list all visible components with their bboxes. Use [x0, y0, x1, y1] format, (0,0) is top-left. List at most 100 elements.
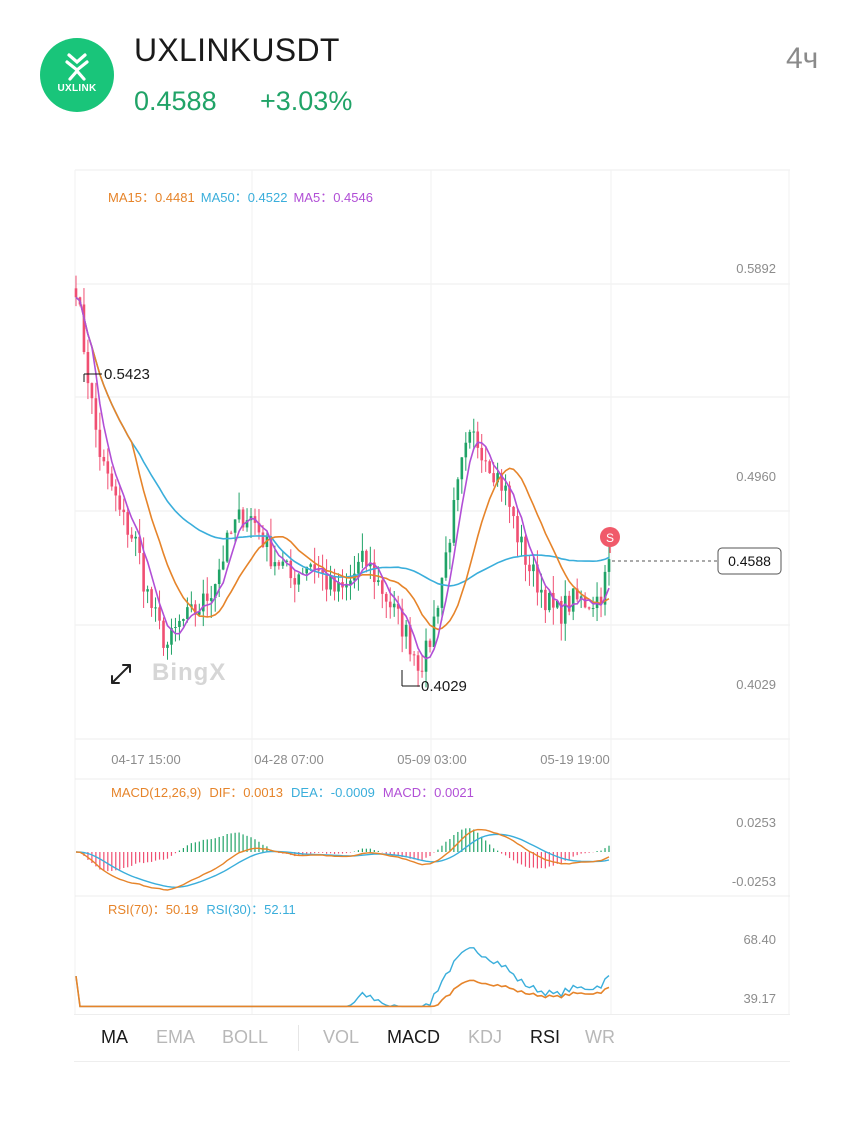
candle-body — [361, 550, 364, 562]
tab-kdj[interactable]: KDJ — [468, 1027, 503, 1047]
candle — [321, 554, 324, 591]
candle — [464, 432, 468, 471]
candle — [106, 448, 110, 490]
candle — [86, 339, 90, 400]
candle — [460, 457, 464, 494]
candle-body — [313, 564, 316, 570]
candle — [373, 549, 376, 600]
candle — [607, 541, 611, 586]
candle-body — [380, 580, 384, 594]
candle-body — [158, 607, 161, 621]
dif-line — [75, 828, 610, 891]
signal-marker — [600, 527, 620, 547]
candle — [134, 531, 137, 557]
candle-body — [309, 564, 312, 567]
tab-boll[interactable]: BOLL — [222, 1027, 269, 1047]
candle-body — [432, 616, 436, 647]
candle — [158, 590, 161, 630]
rsi70-line — [75, 975, 610, 1008]
candle — [221, 545, 225, 571]
candle-body — [428, 640, 432, 647]
candle — [205, 577, 209, 618]
candle-body — [508, 485, 511, 507]
candle-body — [369, 562, 372, 567]
ma15-line — [75, 296, 610, 631]
candle — [317, 556, 320, 578]
candle — [448, 539, 452, 570]
candle-body — [345, 584, 348, 588]
candle-body — [178, 620, 181, 627]
candle-body — [607, 559, 611, 572]
tab-rsi[interactable]: RSI — [530, 1027, 561, 1047]
macd-legend-macd: MACD：0.0021 — [383, 785, 474, 800]
candle — [436, 605, 440, 624]
ma5-line — [75, 296, 610, 660]
candle — [552, 576, 555, 625]
candle-body — [373, 562, 376, 583]
expand-icon[interactable] — [111, 664, 131, 684]
candle — [82, 288, 86, 355]
candle — [114, 479, 118, 512]
candle — [130, 527, 133, 543]
candle-body — [448, 542, 452, 553]
candle-body — [257, 522, 261, 533]
candle — [154, 597, 157, 622]
candle — [524, 534, 527, 582]
tab-macd[interactable]: MACD — [387, 1027, 440, 1047]
candle — [98, 412, 102, 471]
candle — [102, 449, 106, 466]
candle-body — [388, 601, 392, 608]
candle-body — [94, 398, 98, 430]
candle — [456, 477, 460, 512]
candle — [488, 459, 491, 474]
candle-body — [114, 486, 118, 496]
candle — [110, 466, 114, 491]
tab-vol[interactable]: VOL — [323, 1027, 360, 1047]
candle-body — [90, 383, 94, 399]
candle — [126, 506, 130, 548]
token-logo: UXLINK — [40, 38, 114, 112]
candle-body — [583, 596, 587, 608]
rsi-axis-label: 68.40 — [743, 932, 776, 947]
candle-body — [599, 596, 603, 605]
candle — [516, 508, 519, 557]
candle-body — [591, 608, 595, 610]
candle-body — [86, 352, 90, 384]
candle — [198, 603, 201, 617]
tab-ma[interactable]: MA — [101, 1027, 128, 1047]
candle-body — [317, 569, 320, 571]
tab-wr[interactable]: WR — [585, 1027, 615, 1047]
candle-body — [233, 519, 237, 533]
tab-ema[interactable]: EMA — [156, 1027, 196, 1047]
candle — [253, 508, 257, 535]
ma-legend: MA15：0.4481 MA50：0.4522 MA5：0.4546 — [108, 190, 373, 205]
candle-body — [408, 624, 412, 655]
macd-legend-macd_title: MACD(12,26,9) — [111, 785, 201, 800]
candle-body — [221, 561, 225, 570]
candle — [150, 586, 153, 617]
ma50-line — [75, 296, 610, 587]
candle-body — [122, 509, 126, 513]
candle-body — [126, 512, 130, 535]
candle-body — [528, 564, 531, 572]
candle — [269, 518, 273, 570]
candle — [281, 550, 285, 569]
candle — [396, 595, 400, 625]
candle — [190, 591, 193, 613]
candle-body — [468, 431, 472, 443]
candle — [563, 580, 567, 641]
candle-body — [404, 624, 408, 637]
legend-ma5: MA5：0.4546 — [293, 190, 373, 205]
candle-body — [357, 561, 360, 574]
interval-selector[interactable]: 4ч — [786, 42, 819, 75]
candle-body — [293, 578, 297, 585]
price-chart[interactable]: MA15：0.4481 MA50：0.4522 MA5：0.4546 0.5892 0.… — [0, 140, 864, 1014]
candle-body — [201, 593, 205, 612]
candle-body — [532, 564, 535, 572]
signal-label: S — [606, 531, 614, 545]
candle-body — [492, 473, 495, 483]
candle-body — [321, 569, 324, 574]
candle — [400, 598, 404, 653]
candle — [305, 566, 309, 581]
candle-body — [444, 552, 448, 578]
